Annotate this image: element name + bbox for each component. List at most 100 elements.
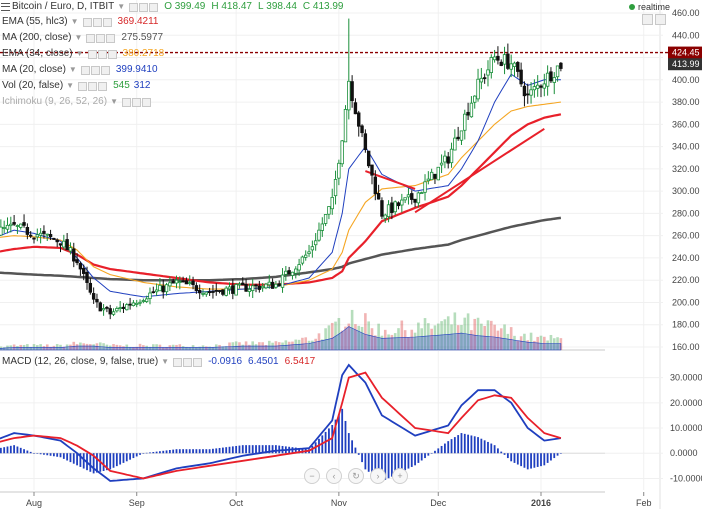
eye-icon[interactable] <box>86 33 96 43</box>
close-icon[interactable] <box>100 65 110 75</box>
candle-body <box>426 178 431 182</box>
eye-icon[interactable] <box>78 81 88 91</box>
macd-histogram-bar <box>341 408 344 454</box>
volume-bar <box>122 346 125 350</box>
candle-body <box>532 86 537 91</box>
gear-icon[interactable] <box>90 65 100 75</box>
close-icon[interactable] <box>98 81 108 91</box>
candle-body <box>131 302 136 307</box>
chevron-down-icon[interactable]: ▼ <box>70 17 79 26</box>
close-icon[interactable] <box>102 17 112 27</box>
close-icon[interactable] <box>655 14 666 25</box>
macd-histogram-bar <box>400 453 403 472</box>
macd-histogram-bar <box>275 445 277 454</box>
macd-histogram-bar <box>62 453 65 459</box>
gear-icon[interactable] <box>96 33 106 43</box>
volume-bar <box>145 345 148 350</box>
candle-body <box>317 229 321 241</box>
macd-legend[interactable]: MACD (12, 26, close, 9, false, true) ▼ -0… <box>2 355 321 369</box>
macd-histogram-bar <box>450 439 453 454</box>
indicator-legend-vol[interactable]: Vol (20, false) ▼ 545 312 <box>2 79 156 93</box>
volume-bar <box>513 335 516 350</box>
volume-bar <box>516 340 520 350</box>
chevron-down-icon[interactable]: ▼ <box>161 357 170 366</box>
candle-body <box>420 192 424 195</box>
volume-bar <box>536 336 539 350</box>
gear-icon[interactable] <box>97 49 107 59</box>
candle-body <box>360 125 364 134</box>
volume-bar <box>503 324 506 350</box>
chevron-down-icon[interactable]: ▼ <box>75 49 84 58</box>
indicator-legend-ichimoku[interactable]: Ichimoku (9, 26, 52, 26) ▼ <box>2 95 157 109</box>
macd-histogram-bar <box>59 453 62 458</box>
volume-bar <box>380 335 384 350</box>
zoom-in-icon[interactable]: + <box>392 468 408 484</box>
eye-icon[interactable] <box>121 97 131 107</box>
macd-histogram-bar <box>0 447 2 454</box>
candle-body <box>42 230 46 234</box>
candle-body <box>330 196 334 210</box>
macd-histogram-bar <box>427 453 430 456</box>
macd-histogram-bar <box>205 449 208 454</box>
candle-body <box>466 111 470 116</box>
candle-body <box>2 227 6 229</box>
chevron-down-icon[interactable]: ▼ <box>110 97 118 106</box>
indicator-value: 399.9410 <box>115 64 158 75</box>
scroll-right-icon[interactable]: › <box>370 468 386 484</box>
candle-body <box>320 223 324 231</box>
gear-icon[interactable] <box>139 2 149 12</box>
candle-body <box>479 77 484 83</box>
chevron-down-icon[interactable]: ▼ <box>68 65 77 74</box>
volume-bar <box>85 343 89 350</box>
indicator-legend-ma20[interactable]: MA (20, close) ▼ 399.9410 <box>2 63 164 77</box>
scroll-left-icon[interactable]: ‹ <box>326 468 342 484</box>
volume-bar <box>291 341 294 350</box>
candle-body <box>32 237 36 240</box>
close-icon[interactable] <box>107 49 117 59</box>
macd-histogram-bar <box>497 448 499 454</box>
indicator-legend-ma200[interactable]: MA (200, close) ▼ 275.5977 <box>2 31 169 45</box>
candle-body <box>214 290 218 292</box>
symbol-legend[interactable]: Bitcoin / Euro, D, ITBIT ▼ O 399.49 H 41… <box>12 0 350 14</box>
candle-body <box>390 202 394 213</box>
close-icon[interactable] <box>141 97 151 107</box>
volume-bar <box>529 332 533 350</box>
candle-body <box>72 248 76 262</box>
settings-icon[interactable] <box>642 14 653 25</box>
volume-bar <box>82 343 86 350</box>
volume-bar <box>16 346 19 350</box>
eye-icon[interactable] <box>129 2 139 12</box>
candle-body <box>386 204 391 218</box>
chevron-down-icon[interactable]: ▼ <box>66 81 75 90</box>
chevron-down-icon[interactable]: ▼ <box>117 2 126 11</box>
gear-icon[interactable] <box>131 97 141 107</box>
eye-icon[interactable] <box>173 357 183 367</box>
macd-histogram-bar <box>168 450 171 454</box>
eye-icon[interactable] <box>80 65 90 75</box>
close-icon[interactable] <box>193 357 203 367</box>
close-icon[interactable] <box>149 2 159 12</box>
zoom-out-icon[interactable]: − <box>304 468 320 484</box>
candle-body <box>5 224 10 230</box>
macd-histogram-bar <box>556 453 559 456</box>
indicator-legend-ema34[interactable]: EMA (34, close) ▼ 380.2718 <box>2 47 170 61</box>
gear-icon[interactable] <box>183 357 193 367</box>
eye-icon[interactable] <box>82 17 92 27</box>
candle-body <box>416 192 421 204</box>
menu-icon[interactable] <box>1 3 10 11</box>
gear-icon[interactable] <box>88 81 98 91</box>
eye-icon[interactable] <box>87 49 97 59</box>
indicator-legend-ema55[interactable]: EMA (55, hlc3) ▼ 369.4211 <box>2 15 164 29</box>
candle-body <box>284 270 288 275</box>
reset-icon[interactable]: ↻ <box>348 468 364 484</box>
candle-body <box>224 287 228 296</box>
indicator-value: 545 <box>113 80 130 91</box>
macd-histogram-bar <box>298 447 300 454</box>
close-icon[interactable] <box>106 33 116 43</box>
chevron-down-icon[interactable]: ▼ <box>74 33 83 42</box>
realtime-status: realtime <box>629 2 670 12</box>
gear-icon[interactable] <box>92 17 102 27</box>
volume-bar <box>52 345 56 350</box>
candle-body <box>492 56 497 61</box>
